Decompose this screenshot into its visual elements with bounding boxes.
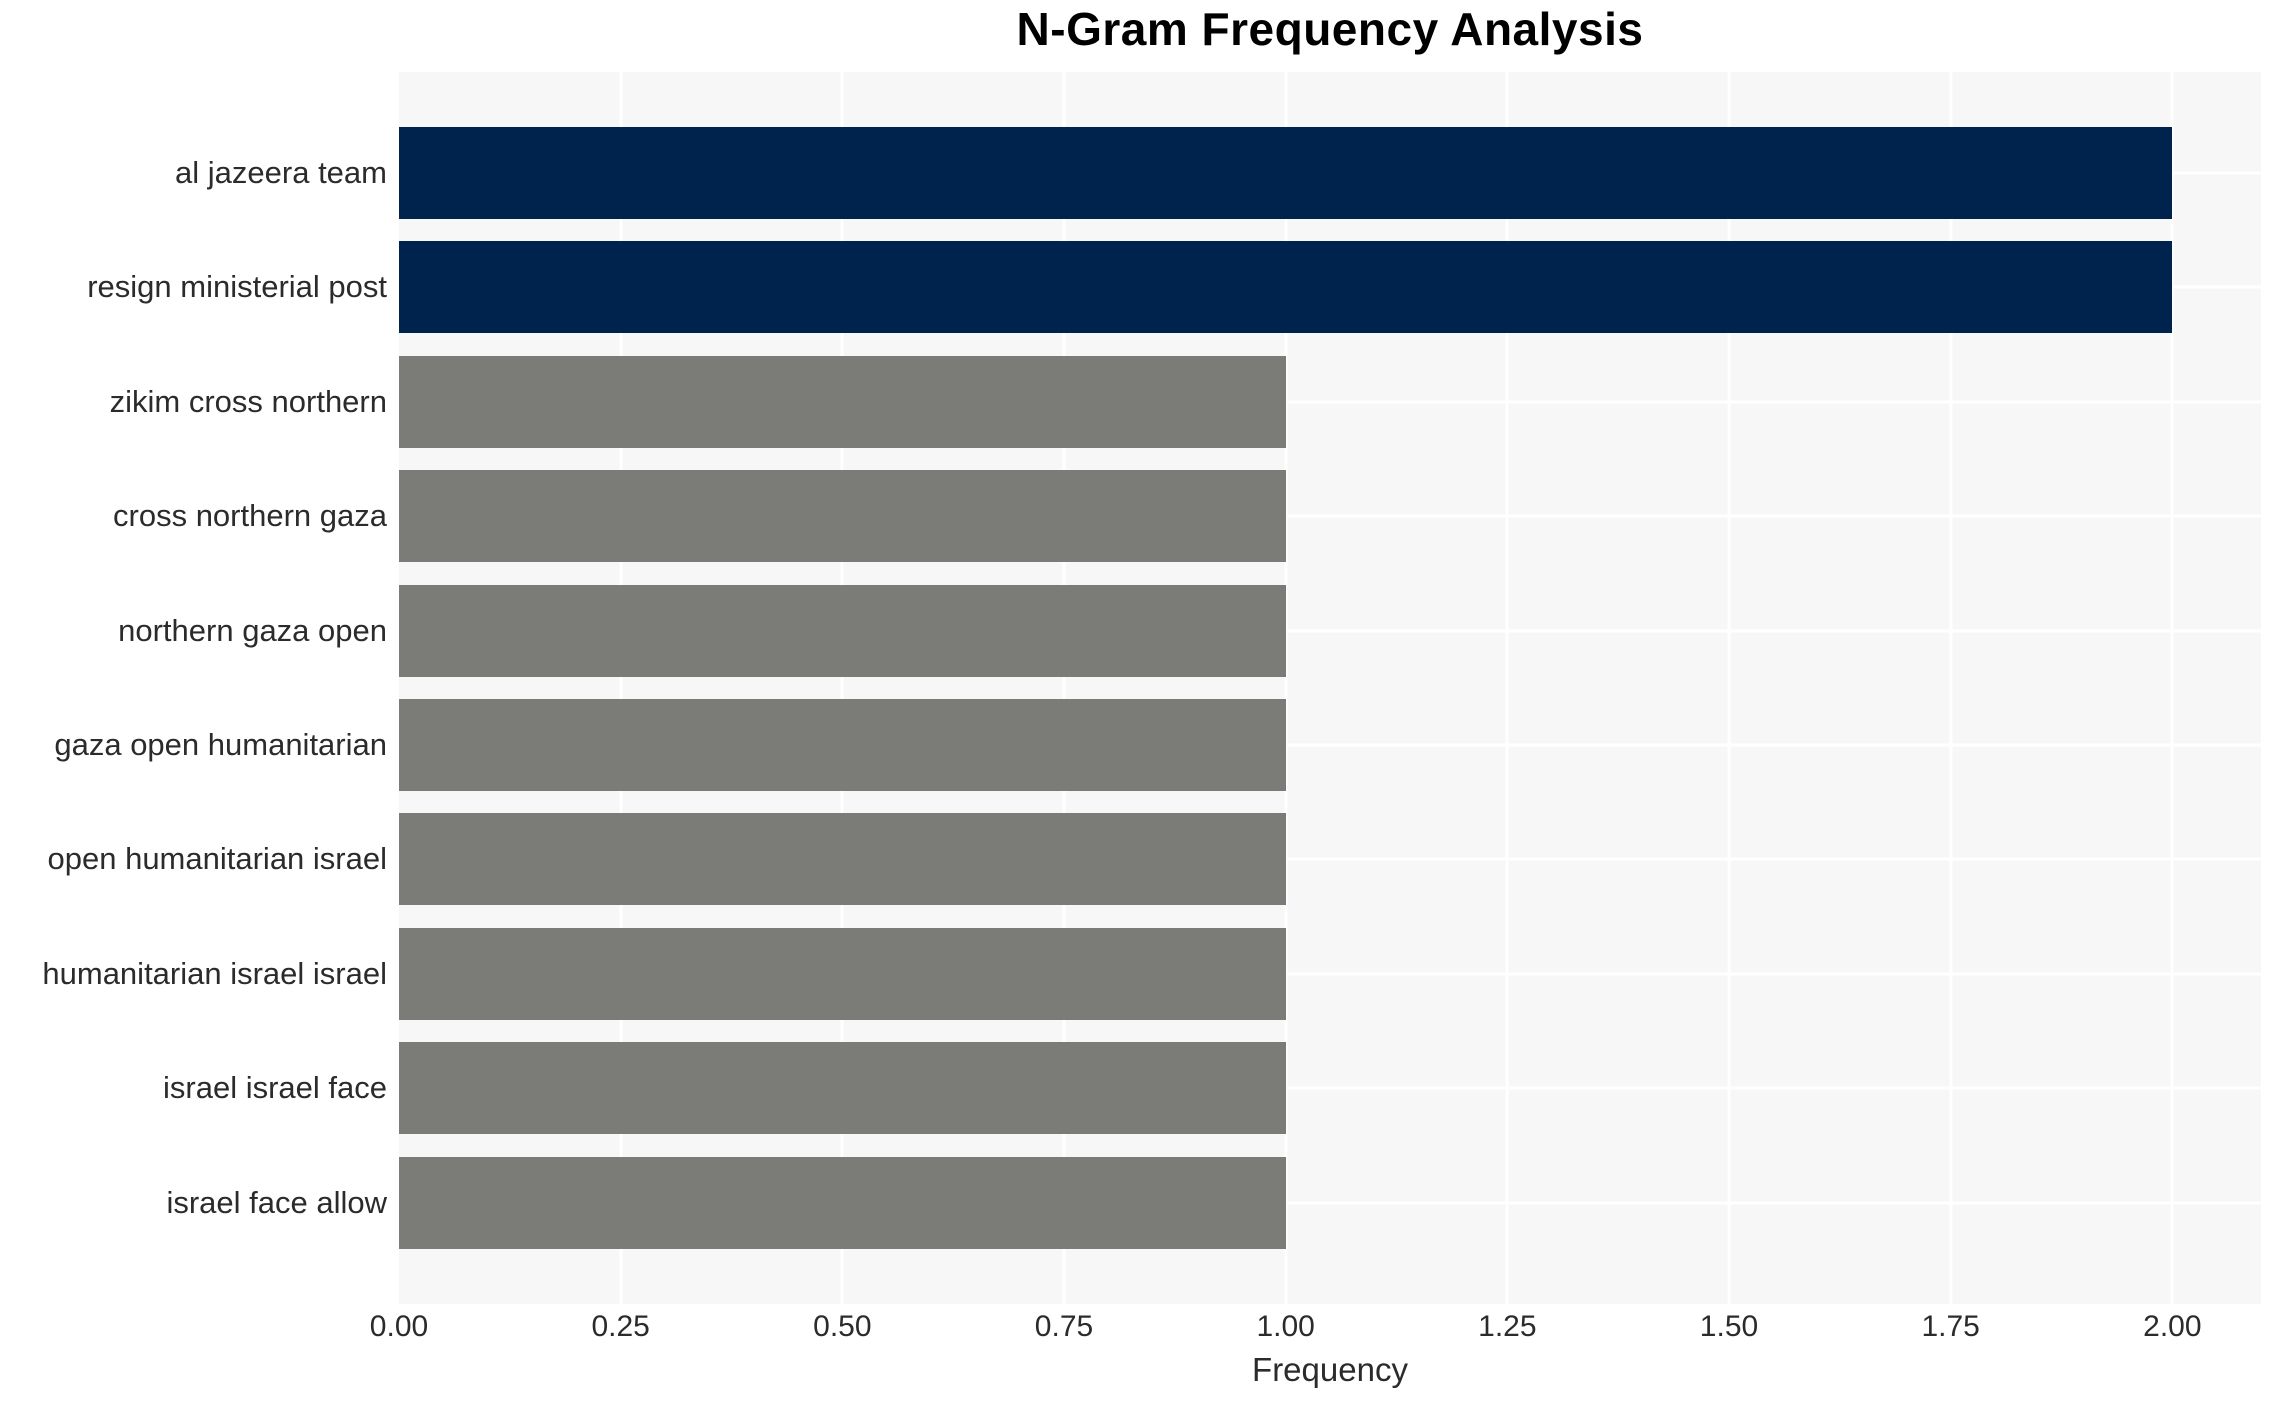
- bar-row: [399, 1042, 2261, 1135]
- x-tick-label: 1.75: [1921, 1310, 1980, 1343]
- bar-row: [399, 470, 2261, 563]
- gridline-vertical: [2170, 72, 2174, 1304]
- category-label: open humanitarian israel: [47, 841, 388, 877]
- x-tick-label: 1.00: [1256, 1310, 1315, 1343]
- y-axis-labels: al jazeera team resign ministerial post zi…: [0, 127, 387, 1271]
- category-label: israel israel face: [163, 1070, 387, 1106]
- gridline-vertical: [619, 72, 623, 1304]
- bar-row: [399, 1156, 2261, 1249]
- bar-row: [399, 127, 2261, 219]
- gridline-vertical: [840, 72, 844, 1304]
- x-axis-ticks: 0.00 0.25 0.50 0.75 1.00 1.25 1.50 1.75 2.00: [370, 1310, 2261, 1350]
- bar-rows: [399, 72, 2261, 1304]
- gridline-horizontal: [399, 514, 2261, 518]
- bar-al-jazeera-team: [399, 127, 2173, 219]
- gridline-horizontal: [399, 972, 2261, 976]
- plot-area: [399, 72, 2261, 1304]
- category-label: al jazeera team: [175, 155, 387, 190]
- gridline-horizontal: [399, 1086, 2261, 1090]
- x-tick-label: 0.75: [1034, 1310, 1094, 1343]
- bar-row: [399, 698, 2261, 791]
- bar-resign-ministerial-post: [399, 241, 2173, 334]
- chart-title: N-Gram Frequency Analysis: [1016, 3, 1644, 55]
- bar-row: [399, 813, 2261, 906]
- gridline-vertical: [1505, 72, 1509, 1304]
- x-tick-label: 1.50: [1699, 1310, 1759, 1343]
- bar-humanitarian-israel-israel: [399, 927, 1286, 1020]
- x-tick-label: 2.00: [2143, 1310, 2202, 1343]
- gridline-horizontal: [399, 400, 2261, 404]
- category-label: gaza open humanitarian: [54, 726, 387, 762]
- bar-northern-gaza-open: [399, 584, 1286, 677]
- x-tick-label: 0.00: [369, 1310, 429, 1343]
- gridline-vertical: [1727, 72, 1731, 1304]
- bar-cross-northern-gaza: [399, 470, 1286, 563]
- category-label: cross northern gaza: [113, 498, 387, 534]
- gridline-vertical: [1949, 72, 1953, 1304]
- bar-gaza-open-humanitarian: [399, 698, 1286, 791]
- x-axis-label: Frequency: [1252, 1351, 1408, 1388]
- gridline-horizontal: [399, 629, 2261, 633]
- bar-open-humanitarian-israel: [399, 813, 1286, 906]
- bar-row: [399, 927, 2261, 1020]
- category-label: northern gaza open: [118, 612, 387, 648]
- x-tick-label: 1.25: [1478, 1310, 1537, 1343]
- gridline-horizontal: [399, 857, 2261, 861]
- bar-row: [399, 584, 2261, 677]
- bar-israel-israel-face: [399, 1042, 1286, 1135]
- gridline-horizontal: [399, 743, 2261, 747]
- category-label: humanitarian israel israel: [42, 955, 387, 991]
- x-tick-label: 0.50: [813, 1310, 872, 1343]
- category-label: resign ministerial post: [87, 269, 387, 305]
- x-tick-label: 0.25: [591, 1310, 650, 1343]
- category-label: zikim cross northern: [109, 383, 387, 419]
- category-label: israel face allow: [166, 1184, 387, 1220]
- bar-israel-face-allow: [399, 1156, 1286, 1249]
- gridline-vertical: [1284, 72, 1288, 1304]
- bar-zikim-cross-northern: [399, 355, 1286, 448]
- bar-row: [399, 355, 2261, 448]
- gridline-vertical: [1062, 72, 1066, 1304]
- gridline-horizontal: [399, 1201, 2261, 1205]
- bar-row: [399, 241, 2261, 334]
